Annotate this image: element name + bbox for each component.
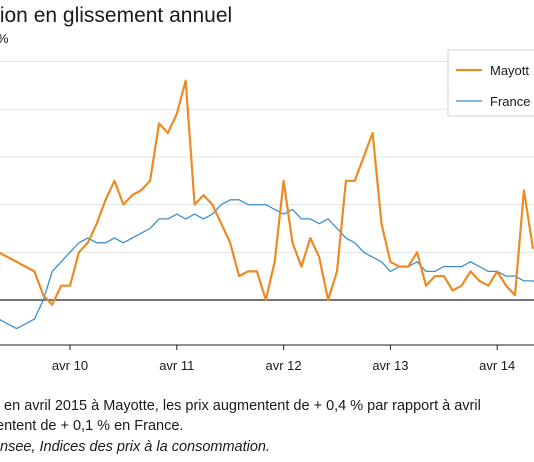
legend-box <box>447 49 534 117</box>
line-chart: avr 10 avr 11 avr 12 avr 13 avr 14 Mayott Fran… <box>0 49 534 373</box>
note-line-1: t en avril 2015 à Mayotte, les prix augm… <box>0 398 481 414</box>
y-unit-label: % <box>0 31 9 46</box>
note-line-2: entent de + 0,1 % en France. <box>0 418 184 434</box>
x-tick-label: avr 12 <box>266 358 302 373</box>
legend-label: Mayott <box>490 63 529 78</box>
source-note: Insee, Indices des prix à la consommatio… <box>0 439 271 455</box>
series-line-france <box>0 199 534 330</box>
series-line-mayott <box>0 79 534 306</box>
chart-title: tion en glissement annuel <box>0 4 233 27</box>
legend-label: France <box>490 94 530 109</box>
x-tick-label: avr 10 <box>52 358 88 373</box>
x-tick-label: avr 13 <box>372 358 408 373</box>
x-tick-label: avr 11 <box>159 358 194 373</box>
x-tick-label: avr 14 <box>479 358 515 373</box>
